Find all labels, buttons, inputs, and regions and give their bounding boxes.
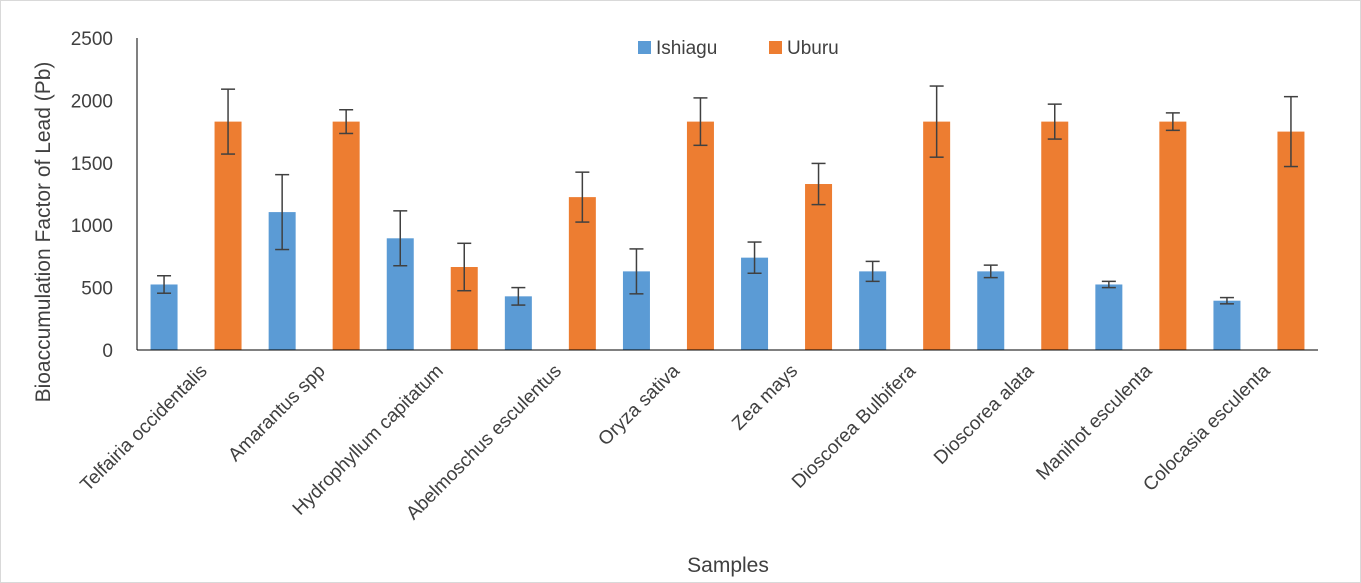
y-tick-label: 1000 — [71, 216, 113, 237]
x-tick-label: Telfairia occidentalis — [77, 361, 212, 496]
error-bars — [157, 85, 1298, 306]
y-tick-label: 0 — [102, 341, 113, 362]
y-axis-title: Bioaccumulation Factor of Lead (Pb) — [32, 62, 55, 403]
x-tick-label: Dioscorea alata — [930, 360, 1039, 469]
bars — [150, 121, 1305, 350]
x-tick-label: Dioscorea Bulbifera — [788, 360, 920, 492]
x-tick-label: Colocasia esculenta — [1139, 360, 1274, 495]
legend-swatch-ishiagu — [638, 41, 651, 54]
y-tick-label: 500 — [81, 279, 113, 300]
x-tick-label: Manihot esculenta — [1032, 360, 1156, 484]
bar-uburu — [686, 121, 714, 350]
y-tick-label: 2000 — [71, 91, 113, 112]
y-axis-ticks: 0 500 1000 1500 2000 2500 — [71, 29, 113, 362]
bar-uburu — [1277, 131, 1305, 350]
legend-swatch-uburu — [769, 41, 782, 54]
x-tick-label: Amarantus spp — [224, 361, 329, 466]
legend: Ishiagu Uburu — [638, 38, 839, 59]
bar-uburu — [214, 121, 242, 350]
bar-ishiagu — [1095, 284, 1123, 350]
bar-ishiagu — [1213, 300, 1241, 350]
bar-ishiagu — [977, 271, 1005, 350]
bar-uburu — [332, 121, 360, 350]
x-axis-title: Samples — [687, 554, 769, 577]
bar-uburu — [1159, 121, 1187, 350]
x-tick-label: Oryza sativa — [594, 360, 684, 450]
bar-ishiagu — [859, 271, 887, 350]
bar-uburu — [1041, 121, 1069, 350]
y-tick-label: 2500 — [71, 29, 113, 50]
y-tick-label: 1500 — [71, 154, 113, 175]
bar-uburu — [805, 184, 833, 350]
x-axis-ticks: Telfairia occidentalis Amarantus sppHydro… — [77, 360, 1275, 524]
bar-ishiagu — [150, 284, 178, 350]
x-tick-label: Zea mays — [728, 361, 802, 435]
bar-uburu — [923, 121, 951, 350]
legend-label-ishiagu: Ishiagu — [656, 38, 717, 59]
legend-label-uburu: Uburu — [787, 38, 839, 59]
